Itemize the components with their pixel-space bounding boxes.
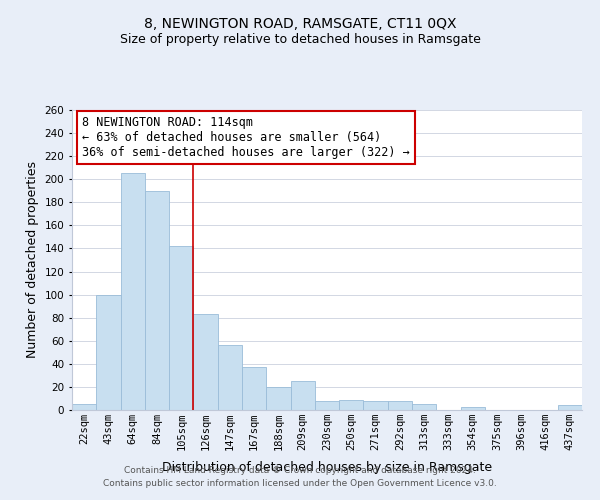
Bar xyxy=(242,368,266,410)
Bar xyxy=(169,246,193,410)
Bar xyxy=(315,401,339,410)
Bar xyxy=(290,381,315,410)
Text: Size of property relative to detached houses in Ramsgate: Size of property relative to detached ho… xyxy=(119,32,481,46)
Bar xyxy=(461,406,485,410)
Text: 8, NEWINGTON ROAD, RAMSGATE, CT11 0QX: 8, NEWINGTON ROAD, RAMSGATE, CT11 0QX xyxy=(144,18,456,32)
Y-axis label: Number of detached properties: Number of detached properties xyxy=(26,162,39,358)
X-axis label: Distribution of detached houses by size in Ramsgate: Distribution of detached houses by size … xyxy=(162,462,492,474)
Bar xyxy=(218,346,242,410)
Bar xyxy=(412,404,436,410)
Text: Contains HM Land Registry data © Crown copyright and database right 2024.
Contai: Contains HM Land Registry data © Crown c… xyxy=(103,466,497,487)
Bar xyxy=(193,314,218,410)
Bar xyxy=(266,387,290,410)
Bar xyxy=(72,404,96,410)
Bar xyxy=(339,400,364,410)
Bar xyxy=(121,174,145,410)
Bar xyxy=(388,401,412,410)
Bar xyxy=(145,191,169,410)
Bar xyxy=(558,406,582,410)
Bar xyxy=(364,401,388,410)
Bar xyxy=(96,294,121,410)
Text: 8 NEWINGTON ROAD: 114sqm
← 63% of detached houses are smaller (564)
36% of semi-: 8 NEWINGTON ROAD: 114sqm ← 63% of detach… xyxy=(82,116,410,159)
